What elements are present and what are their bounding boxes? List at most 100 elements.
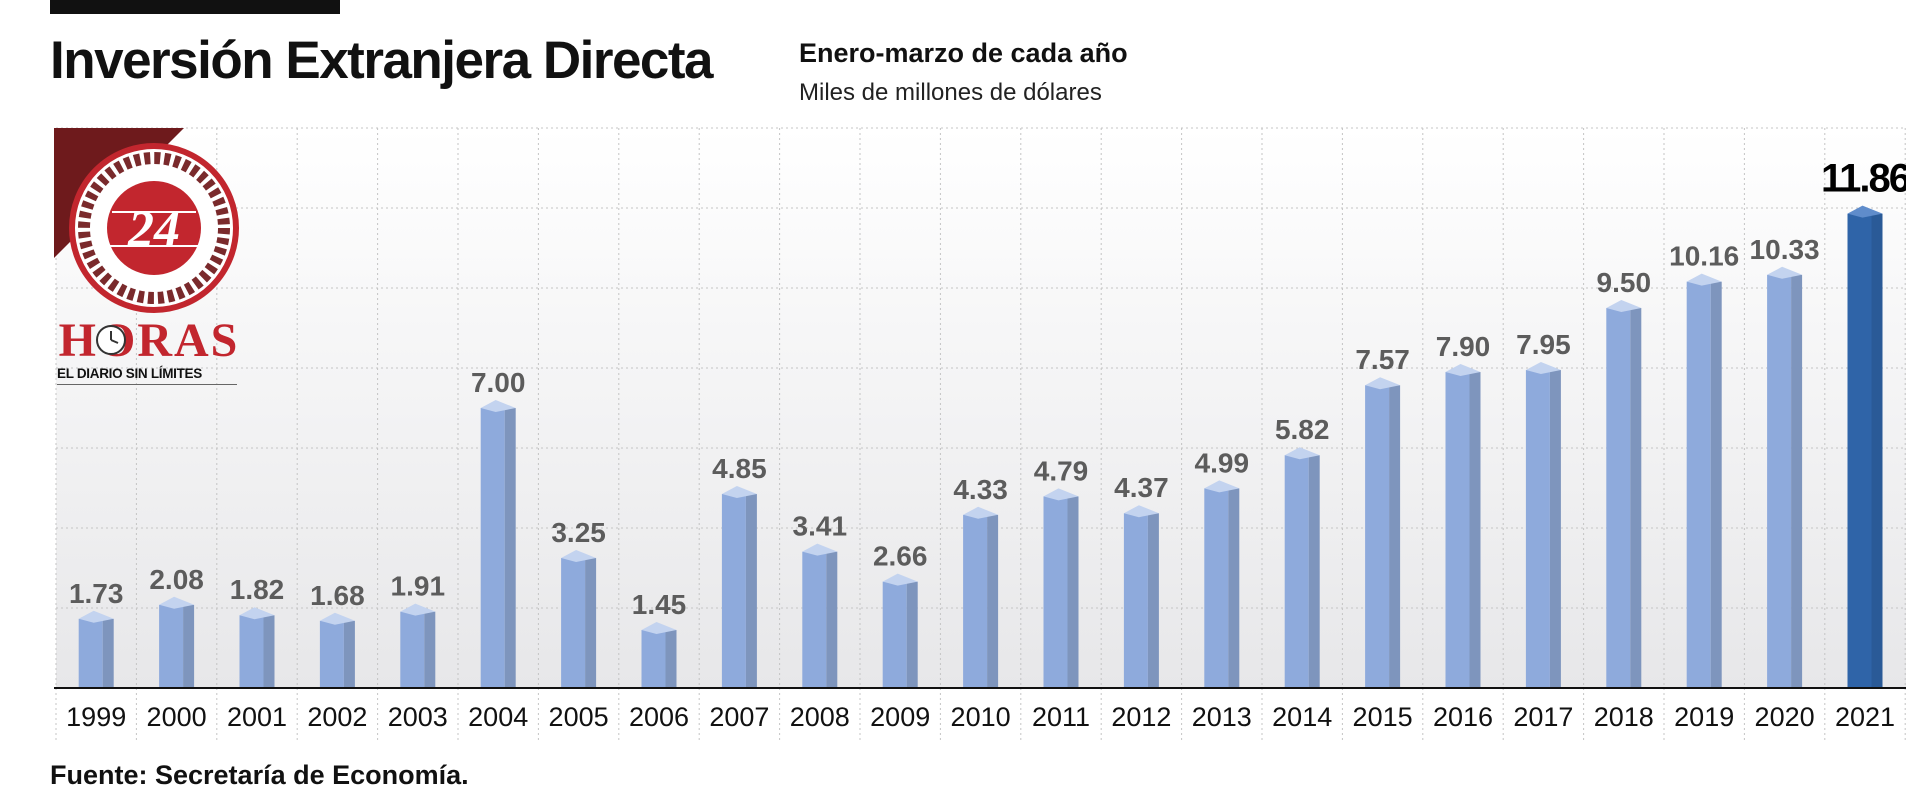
bar-top xyxy=(721,486,757,498)
data-label-2020: 10.33 xyxy=(1750,234,1820,265)
bar-side xyxy=(1389,385,1401,688)
bar-side xyxy=(826,551,838,688)
bar-top xyxy=(78,610,114,623)
bar-top xyxy=(802,543,838,556)
logo-number: 24 xyxy=(127,201,180,258)
bar-front xyxy=(561,558,586,688)
bar-front xyxy=(159,604,184,688)
bar-front xyxy=(480,408,505,688)
bar-2012 xyxy=(1123,505,1159,688)
bar-side xyxy=(1871,213,1883,688)
data-label-2014: 5.82 xyxy=(1275,414,1330,445)
bar-2013 xyxy=(1204,480,1240,688)
bar-front xyxy=(882,581,907,688)
tick-label-2016: 2016 xyxy=(1433,702,1493,732)
tick-label-2007: 2007 xyxy=(709,702,769,732)
tick-label-2010: 2010 xyxy=(951,702,1011,732)
bar-top xyxy=(963,506,999,519)
chart-subtitle: Enero-marzo de cada año xyxy=(799,38,1128,68)
data-label-2016: 7.90 xyxy=(1436,331,1491,362)
bar-top xyxy=(319,612,355,625)
bar-top xyxy=(239,607,275,620)
logo-tagline: EL DIARIO SIN LÍMITES xyxy=(57,366,237,385)
bar-top xyxy=(1606,300,1642,312)
bar-2000 xyxy=(159,596,195,688)
x-tick-labels: 1999 2000 2001 2002 2003 2004 2005 2006 2007 2008… xyxy=(66,702,1895,732)
data-label-2013: 4.99 xyxy=(1195,447,1250,478)
data-label-2019: 10.16 xyxy=(1669,241,1739,272)
tick-label-2001: 2001 xyxy=(227,702,287,732)
bar-side xyxy=(1549,370,1561,688)
bar-top xyxy=(159,596,195,609)
bar-front xyxy=(721,494,746,688)
tick-label-2018: 2018 xyxy=(1594,702,1654,732)
bar-side xyxy=(263,615,275,688)
bar-side xyxy=(1308,455,1320,688)
tick-label-2009: 2009 xyxy=(870,702,930,732)
bar-side xyxy=(745,494,757,688)
data-label-2002: 1.68 xyxy=(310,580,365,611)
bar-top xyxy=(1686,273,1722,286)
bar-2008 xyxy=(802,543,838,688)
bar-side xyxy=(1147,513,1159,688)
bar-2003 xyxy=(400,603,436,688)
bar-2006 xyxy=(641,622,677,688)
bar-1999 xyxy=(78,610,114,688)
tick-label-2000: 2000 xyxy=(147,702,207,732)
bar-2004 xyxy=(480,400,516,688)
bar-front xyxy=(641,630,666,688)
bar-front xyxy=(1525,370,1550,688)
bar-front xyxy=(78,618,103,688)
data-label-2012: 4.37 xyxy=(1114,472,1169,503)
bar-2015 xyxy=(1365,377,1401,688)
bar-front xyxy=(1445,372,1470,688)
tick-label-2004: 2004 xyxy=(468,702,528,732)
bar-front xyxy=(1847,213,1872,688)
bar-side xyxy=(424,611,436,688)
bar-2002 xyxy=(319,612,355,688)
top-accent-bar xyxy=(50,0,340,14)
bar-2005 xyxy=(561,550,597,688)
bar-front xyxy=(1606,308,1631,688)
bar-side xyxy=(1469,372,1481,688)
data-label-2001: 1.82 xyxy=(230,574,285,605)
bar-front xyxy=(1365,385,1390,688)
bar-side xyxy=(1630,308,1642,688)
bar-top xyxy=(1284,447,1320,460)
bar-top xyxy=(1847,205,1883,218)
logo-badge-icon xyxy=(107,181,201,275)
bar-side xyxy=(1791,274,1803,688)
bar-2020 xyxy=(1767,266,1803,688)
bar-2018 xyxy=(1606,300,1642,688)
bar-top xyxy=(1043,488,1079,501)
bar-top xyxy=(1445,364,1481,376)
bar-2021 xyxy=(1847,205,1883,688)
data-label-2000: 2.08 xyxy=(149,564,204,595)
bar-side xyxy=(1067,496,1079,688)
tick-label-2021: 2021 xyxy=(1835,702,1895,732)
bar-side xyxy=(343,620,355,688)
bar-2016 xyxy=(1445,364,1481,688)
bar-top xyxy=(1123,505,1159,518)
data-label-2006: 1.45 xyxy=(632,589,687,620)
bar-top xyxy=(1204,480,1240,493)
tick-label-2012: 2012 xyxy=(1111,702,1171,732)
bar-chart: 1.73 2.08 1.82 1.68 1.91 7.00 3.25 1.45 4.85 3.41… xyxy=(54,127,1906,740)
source-note: Fuente: Secretaría de Economía. xyxy=(50,760,469,790)
tick-label-2002: 2002 xyxy=(307,702,367,732)
bar-top xyxy=(882,573,918,586)
bar-side xyxy=(585,558,597,688)
tick-label-2006: 2006 xyxy=(629,702,689,732)
bar-side xyxy=(987,514,999,688)
bar-top xyxy=(561,550,597,562)
bar-2001 xyxy=(239,607,275,688)
data-label-2007: 4.85 xyxy=(712,453,767,484)
bar-top xyxy=(641,622,677,634)
bar-front xyxy=(1123,513,1148,688)
data-label-2008: 3.41 xyxy=(793,511,848,542)
bar-front xyxy=(1284,455,1309,688)
bar-side xyxy=(665,630,677,688)
bar-2014 xyxy=(1284,447,1320,688)
bar-front xyxy=(963,514,988,688)
bar-side xyxy=(1228,488,1240,688)
